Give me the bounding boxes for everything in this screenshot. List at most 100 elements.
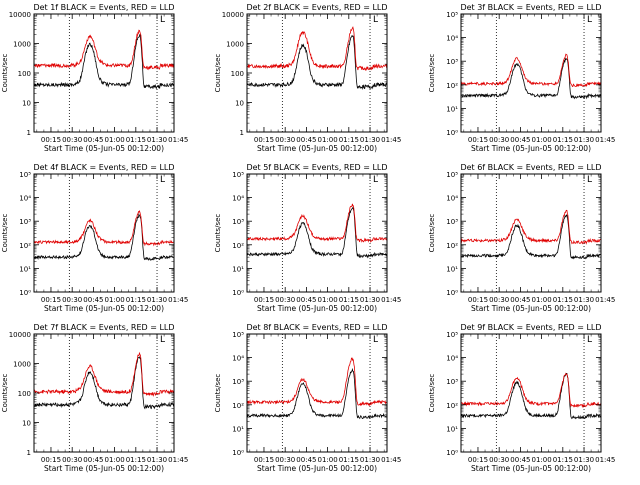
x-tick-label: 00:45 — [83, 296, 103, 304]
y-tick-label: 10¹ — [19, 265, 31, 273]
panel-title: Det 5f BLACK = Events, RED = LLD — [246, 163, 387, 172]
x-tick-label: 00:45 — [83, 136, 103, 144]
y-tick-label: 10⁰ — [232, 289, 244, 297]
x-tick-label: 01:45 — [595, 136, 615, 144]
y-tick-label: 10¹ — [446, 425, 458, 433]
y-axis-label: Counts/sec — [428, 374, 436, 413]
x-tick-label: 00:30 — [62, 136, 82, 144]
marker-label: L — [160, 15, 165, 25]
detector-panel: Det 4f BLACK = Events, RED = LLD L 10⁰ 10¹ 1… — [1, 163, 188, 313]
series-line-lld — [461, 209, 601, 245]
plot-frame — [460, 13, 602, 133]
y-tick-label: 1000 — [226, 41, 244, 49]
panel-title: Det 9f BLACK = Events, RED = LLD — [460, 323, 601, 332]
plot-frame — [460, 333, 602, 453]
plot-frame — [33, 333, 175, 453]
x-tick-label: 00:15 — [468, 296, 488, 304]
series-line-lld — [34, 209, 174, 247]
x-tick-label: 01:45 — [595, 456, 615, 464]
x-tick-label: 01:00 — [532, 136, 552, 144]
x-tick-label: 01:45 — [595, 296, 615, 304]
y-tick-label: 10⁴ — [232, 195, 244, 203]
series-line-events — [34, 356, 174, 410]
y-tick-label: 10¹ — [446, 265, 458, 273]
x-axis-label: Start Time (05-Jun-05 00:12:00) — [257, 144, 377, 153]
series-line-lld — [34, 29, 174, 71]
plot-frame — [460, 173, 602, 293]
y-tick-label: 1 — [240, 129, 244, 137]
x-tick-label: 00:30 — [489, 296, 509, 304]
x-tick-label: 01:45 — [381, 296, 401, 304]
y-tick-label: 10⁵ — [232, 331, 244, 339]
panel-title: Det 7f BLACK = Events, RED = LLD — [33, 323, 174, 332]
y-tick-label: 10 — [22, 100, 31, 108]
y-tick-label: 10³ — [232, 378, 244, 386]
y-tick-label: 10² — [446, 402, 458, 410]
y-tick-label: 10⁰ — [446, 449, 458, 457]
marker-label: L — [160, 335, 165, 345]
y-tick-label: 10³ — [232, 218, 244, 226]
x-tick-label: 01:15 — [553, 296, 573, 304]
y-tick-label: 100 — [18, 70, 31, 78]
x-tick-label: 01:15 — [339, 456, 359, 464]
y-tick-label: 10⁵ — [446, 331, 458, 339]
y-axis-label: Counts/sec — [214, 54, 222, 93]
detector-panel: Det 1f BLACK = Events, RED = LLD L 1 10 100 1… — [1, 3, 188, 153]
x-tick-label: 01:15 — [126, 296, 146, 304]
panel-title: Det 4f BLACK = Events, RED = LLD — [33, 163, 174, 172]
x-tick-label: 01:00 — [532, 296, 552, 304]
detector-panel: Det 3f BLACK = Events, RED = LLD L 10⁰ 10¹ 1… — [428, 3, 615, 153]
x-tick-label: 01:15 — [126, 136, 146, 144]
x-tick-label: 00:30 — [62, 456, 82, 464]
series-line-lld — [247, 26, 387, 72]
y-tick-label: 10⁵ — [232, 171, 244, 179]
marker-label: L — [587, 15, 592, 25]
series-line-events — [461, 57, 601, 100]
detector-panel: Det 5f BLACK = Events, RED = LLD L 10⁰ 10¹ 1… — [214, 163, 401, 313]
x-tick-label: 00:15 — [41, 296, 61, 304]
series-line-events — [461, 373, 601, 420]
marker-label: L — [373, 335, 378, 345]
y-tick-label: 10⁴ — [446, 35, 458, 43]
y-tick-label: 1000 — [13, 41, 31, 49]
plot-frame — [33, 173, 175, 293]
y-tick-label: 10⁰ — [446, 129, 458, 137]
x-tick-label: 01:45 — [168, 136, 188, 144]
x-tick-label: 01:30 — [360, 456, 380, 464]
series-line-events — [34, 34, 174, 90]
x-tick-label: 01:15 — [553, 136, 573, 144]
y-tick-label: 1 — [27, 449, 31, 457]
y-tick-label: 10² — [19, 242, 31, 250]
detector-panel: Det 6f BLACK = Events, RED = LLD L 10⁰ 10¹ 1… — [428, 163, 615, 313]
x-tick-label: 00:30 — [275, 136, 295, 144]
panel-title: Det 6f BLACK = Events, RED = LLD — [460, 163, 601, 172]
y-tick-label: 10³ — [446, 378, 458, 386]
x-tick-label: 00:15 — [41, 136, 61, 144]
series-line-lld — [461, 53, 601, 88]
y-axis-label: Counts/sec — [214, 214, 222, 253]
series-line-lld — [247, 357, 387, 407]
x-tick-label: 01:15 — [126, 456, 146, 464]
x-axis-label: Start Time (05-Jun-05 00:12:00) — [44, 144, 164, 153]
x-tick-label: 01:45 — [381, 136, 401, 144]
x-tick-label: 00:15 — [254, 136, 274, 144]
y-tick-label: 10000 — [222, 11, 244, 19]
plot-frame — [246, 173, 388, 293]
x-tick-label: 00:30 — [62, 296, 82, 304]
y-tick-label: 1 — [27, 129, 31, 137]
x-tick-label: 01:00 — [318, 136, 338, 144]
x-tick-label: 00:15 — [468, 136, 488, 144]
x-tick-label: 00:45 — [296, 136, 316, 144]
x-tick-label: 00:15 — [468, 456, 488, 464]
y-tick-label: 10¹ — [232, 265, 244, 273]
series-line-events — [247, 367, 387, 420]
y-tick-label: 10⁵ — [446, 11, 458, 19]
y-tick-label: 10⁰ — [232, 449, 244, 457]
y-axis-label: Counts/sec — [214, 374, 222, 413]
y-tick-label: 1000 — [13, 361, 31, 369]
x-tick-label: 01:30 — [147, 296, 167, 304]
y-axis-label: Counts/sec — [1, 374, 9, 413]
x-tick-label: 00:30 — [275, 456, 295, 464]
y-tick-label: 100 — [231, 70, 244, 78]
